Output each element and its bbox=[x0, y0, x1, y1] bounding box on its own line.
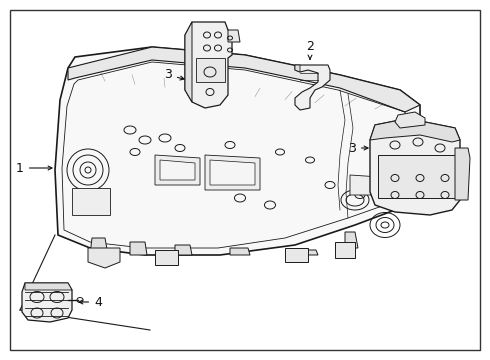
Text: 1: 1 bbox=[16, 162, 52, 175]
Polygon shape bbox=[155, 250, 178, 265]
Polygon shape bbox=[160, 160, 195, 180]
Polygon shape bbox=[205, 155, 260, 190]
Polygon shape bbox=[185, 22, 192, 102]
Polygon shape bbox=[370, 120, 460, 215]
Polygon shape bbox=[130, 242, 147, 255]
Polygon shape bbox=[55, 47, 420, 255]
Polygon shape bbox=[230, 248, 250, 255]
Polygon shape bbox=[228, 30, 240, 42]
Polygon shape bbox=[455, 148, 470, 200]
Polygon shape bbox=[68, 47, 420, 112]
Polygon shape bbox=[155, 155, 200, 185]
Polygon shape bbox=[335, 242, 355, 258]
Polygon shape bbox=[25, 283, 72, 290]
Polygon shape bbox=[350, 175, 395, 195]
Polygon shape bbox=[285, 248, 308, 262]
Polygon shape bbox=[90, 238, 108, 255]
Polygon shape bbox=[88, 248, 120, 268]
Polygon shape bbox=[295, 65, 300, 72]
Polygon shape bbox=[345, 232, 358, 248]
Text: 3: 3 bbox=[164, 68, 184, 81]
Polygon shape bbox=[300, 250, 318, 255]
Polygon shape bbox=[175, 245, 192, 255]
Polygon shape bbox=[395, 112, 425, 128]
Text: 3: 3 bbox=[348, 141, 368, 154]
Polygon shape bbox=[72, 188, 110, 215]
Polygon shape bbox=[22, 283, 72, 322]
Polygon shape bbox=[210, 160, 255, 185]
Polygon shape bbox=[378, 155, 458, 198]
Polygon shape bbox=[370, 120, 460, 142]
Polygon shape bbox=[185, 22, 232, 108]
Text: 4: 4 bbox=[79, 296, 102, 309]
Polygon shape bbox=[295, 65, 330, 110]
Text: 2: 2 bbox=[306, 40, 314, 59]
Polygon shape bbox=[196, 58, 225, 82]
